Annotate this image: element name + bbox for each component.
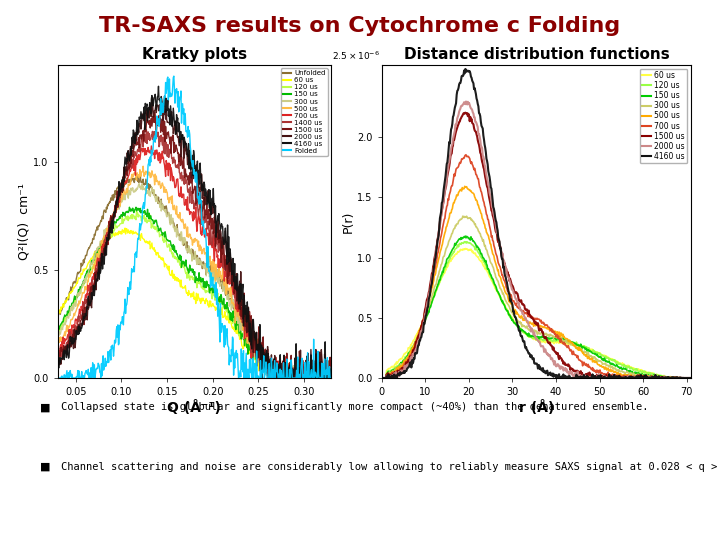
Text: ■: ■ xyxy=(40,402,50,413)
Text: TR-SAXS results on Cytochrome c Folding: TR-SAXS results on Cytochrome c Folding xyxy=(99,16,621,36)
Text: $2.5\times10^{-6}$: $2.5\times10^{-6}$ xyxy=(332,49,380,62)
Title: Distance distribution functions: Distance distribution functions xyxy=(403,47,670,62)
Title: Kratky plots: Kratky plots xyxy=(142,47,247,62)
Text: ■: ■ xyxy=(40,462,50,472)
Legend: 60 us, 120 us, 150 us, 300 us, 500 us, 700 us, 1500 us, 2000 us, 4160 us: 60 us, 120 us, 150 us, 300 us, 500 us, 7… xyxy=(640,69,688,164)
X-axis label: Q (Å⁻¹): Q (Å⁻¹) xyxy=(168,400,221,415)
Legend: Unfolded, 60 us, 120 us, 150 us, 300 us, 500 us, 700 us, 1400 us, 1500 us, 2000 : Unfolded, 60 us, 120 us, 150 us, 300 us,… xyxy=(281,68,328,156)
Text: Collapsed state is globular and significantly more compact (~40%) than the denat: Collapsed state is globular and signific… xyxy=(61,402,649,413)
Text: Channel scattering and noise are considerably low allowing to reliably measure S: Channel scattering and noise are conside… xyxy=(61,462,720,472)
X-axis label: r (Å): r (Å) xyxy=(518,400,554,415)
Y-axis label: P(r): P(r) xyxy=(341,210,354,233)
Y-axis label: Q²I(Q)  cm⁻¹: Q²I(Q) cm⁻¹ xyxy=(17,183,30,260)
